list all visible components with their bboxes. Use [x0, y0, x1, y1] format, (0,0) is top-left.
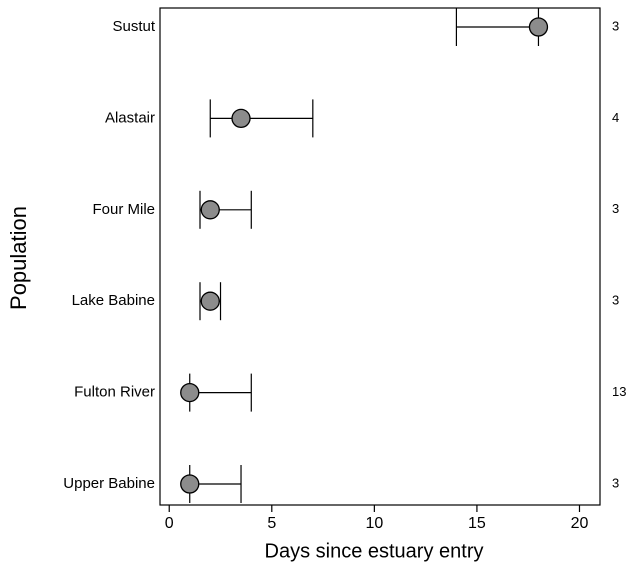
x-axis-label: Days since estuary entry: [265, 540, 484, 562]
x-tick-label: 5: [267, 515, 276, 532]
sample-size-label: 13: [612, 384, 626, 399]
y-tick-label: Four Mile: [92, 201, 155, 218]
dot: [180, 474, 200, 494]
plot-frame: [159, 7, 601, 506]
y-tick-label: Sustut: [112, 18, 155, 35]
dot: [528, 17, 549, 37]
dot: [180, 382, 200, 403]
sample-size-label: 3: [612, 293, 619, 308]
x-tick-label: 10: [365, 515, 383, 532]
dot: [231, 108, 251, 129]
sample-size-label: 3: [612, 18, 619, 33]
x-tick-label: 0: [165, 515, 174, 532]
x-tick-label: 20: [571, 515, 589, 532]
dot: [200, 200, 220, 220]
sample-size-label: 3: [612, 201, 619, 216]
y-tick-label: Lake Babine: [72, 292, 155, 309]
y-tick-label: Fulton River: [74, 384, 155, 401]
y-axis-label: Population: [6, 206, 31, 310]
y-tick-label: Upper Babine: [63, 475, 155, 492]
x-tick-label: 15: [468, 515, 486, 532]
dot: [200, 291, 220, 311]
sample-size-label: 4: [612, 110, 619, 125]
y-tick-label: Alastair: [105, 109, 155, 126]
sample-size-label: 3: [612, 475, 619, 490]
